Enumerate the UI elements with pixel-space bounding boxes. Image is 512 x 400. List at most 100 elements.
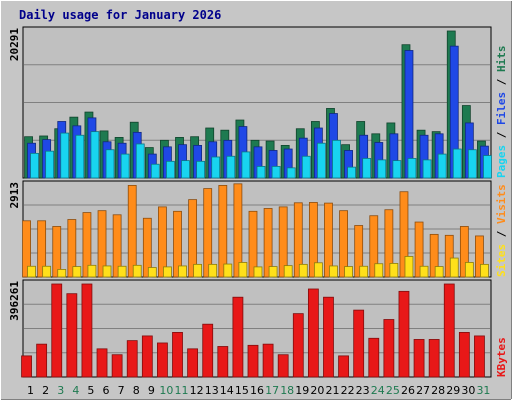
bar-sites-day-11 <box>178 265 187 278</box>
bar-pages-day-3 <box>60 132 70 179</box>
bar-sites-day-7 <box>117 265 127 278</box>
bar-sites-day-30 <box>464 262 474 278</box>
bar-sites-day-18 <box>283 265 293 278</box>
bar-visits-day-28 <box>429 233 439 278</box>
day-label-29: 29 <box>446 384 460 397</box>
panel-hits-files-pages: 20291 Pages / Files / Hits <box>8 26 508 179</box>
day-label-4: 4 <box>72 384 79 397</box>
bar-pages-day-29 <box>452 148 462 179</box>
bar-kbytes-day-19 <box>292 313 304 378</box>
day-label-13: 13 <box>205 384 219 397</box>
day-label-31: 31 <box>476 384 490 397</box>
day-label-2: 2 <box>42 384 49 397</box>
day-label-9: 9 <box>148 384 155 397</box>
day-label-11: 11 <box>175 384 189 397</box>
bar-pages-day-18 <box>286 167 296 179</box>
day-label-6: 6 <box>103 384 110 397</box>
bar-sites-day-10 <box>163 266 172 278</box>
bar-pages-day-4 <box>75 134 85 179</box>
bar-kbytes-day-2 <box>36 343 48 378</box>
bar-sites-day-3 <box>57 269 67 278</box>
bar-pages-day-9 <box>150 163 160 179</box>
day-label-30: 30 <box>461 384 475 397</box>
bar-kbytes-day-16 <box>247 344 259 378</box>
bar-sites-day-25 <box>389 263 399 278</box>
bar-pages-day-20 <box>316 142 326 179</box>
day-label-15: 15 <box>235 384 249 397</box>
bar-kbytes-day-24 <box>368 337 380 378</box>
bar-sites-day-17 <box>268 266 278 278</box>
bar-visits-day-20 <box>308 202 318 278</box>
bar-sites-day-5 <box>87 264 97 278</box>
day-label-14: 14 <box>220 384 234 397</box>
bar-kbytes-day-31 <box>474 335 485 378</box>
bar-visits-day-15 <box>233 183 243 278</box>
bar-kbytes-day-4 <box>66 293 78 378</box>
day-label-23: 23 <box>356 384 370 397</box>
bar-sites-day-22 <box>344 266 353 278</box>
day-label-28: 28 <box>431 384 445 397</box>
bar-pages-day-17 <box>271 166 281 179</box>
legend-separator: / <box>495 72 508 92</box>
bar-sites-day-13 <box>208 263 218 278</box>
bar-sites-day-4 <box>72 266 82 278</box>
bar-visits-day-21 <box>324 202 333 278</box>
x-axis-day-labels: 1 2 3 4 5 6 7 8 9 10 11 12 13 14 15 16 17 18 19 20 21 22 23 24 2… <box>27 384 490 397</box>
bar-visits-day-18 <box>278 206 288 278</box>
bar-visits-day-3 <box>52 226 62 278</box>
bar-visits-day-7 <box>112 214 122 278</box>
bar-pages-day-14 <box>226 155 236 179</box>
bar-kbytes-day-23 <box>353 309 365 378</box>
y-axis-max-label: 396261 <box>8 281 21 321</box>
bar-pages-day-23 <box>362 158 372 179</box>
bar-sites-day-1 <box>27 265 36 278</box>
bar-sites-day-23 <box>359 265 369 278</box>
bar-pages-day-10 <box>166 160 175 179</box>
bar-kbytes-day-25 <box>383 319 395 378</box>
bar-kbytes-day-9 <box>141 335 153 378</box>
bar-visits-day-22 <box>339 210 348 278</box>
day-label-12: 12 <box>190 384 204 397</box>
chart-title: Daily usage for January 2026 <box>19 8 221 22</box>
bar-visits-day-24 <box>369 215 379 278</box>
bar-kbytes-day-3 <box>51 283 63 378</box>
legend-hits: Hits <box>495 46 508 73</box>
bar-visits-day-8 <box>127 185 137 278</box>
bar-visits-day-30 <box>459 226 469 278</box>
day-label-16: 16 <box>250 384 264 397</box>
day-label-7: 7 <box>118 384 125 397</box>
y-axis-max-label: 20291 <box>8 28 21 61</box>
day-label-26: 26 <box>401 384 415 397</box>
bar-sites-day-21 <box>329 265 338 278</box>
bar-kbytes-day-28 <box>428 339 440 378</box>
bar-kbytes-day-18 <box>277 354 289 378</box>
bar-kbytes-day-20 <box>307 288 319 378</box>
bar-visits-day-13 <box>203 188 213 278</box>
bar-pages-day-12 <box>196 160 206 179</box>
bar-visits-day-29 <box>444 234 454 278</box>
bar-visits-day-1 <box>22 220 31 278</box>
bar-visits-day-5 <box>82 212 92 278</box>
bar-kbytes-day-6 <box>96 348 108 378</box>
day-label-8: 8 <box>133 384 140 397</box>
bar-sites-day-27 <box>419 265 429 278</box>
bar-sites-day-20 <box>313 262 323 278</box>
bar-visits-day-2 <box>37 220 47 278</box>
bar-sites-day-14 <box>223 263 233 278</box>
bar-pages-day-28 <box>437 153 447 179</box>
bar-kbytes-day-17 <box>262 343 274 378</box>
bar-visits-day-11 <box>173 210 182 278</box>
side-legend-label: Pages / Files / Hits <box>495 46 508 179</box>
side-legend-label: Sites / Visits <box>495 184 508 277</box>
day-label-25: 25 <box>386 384 400 397</box>
day-label-5: 5 <box>87 384 94 397</box>
bar-kbytes-day-14 <box>217 346 229 378</box>
day-label-24: 24 <box>371 384 385 397</box>
bar-sites-day-28 <box>434 266 444 278</box>
legend-files: Files <box>495 92 508 125</box>
bar-visits-day-27 <box>414 221 424 278</box>
legend-kbytes: KBytes <box>495 337 508 377</box>
day-label-10: 10 <box>159 384 173 397</box>
bar-sites-day-6 <box>102 265 112 278</box>
